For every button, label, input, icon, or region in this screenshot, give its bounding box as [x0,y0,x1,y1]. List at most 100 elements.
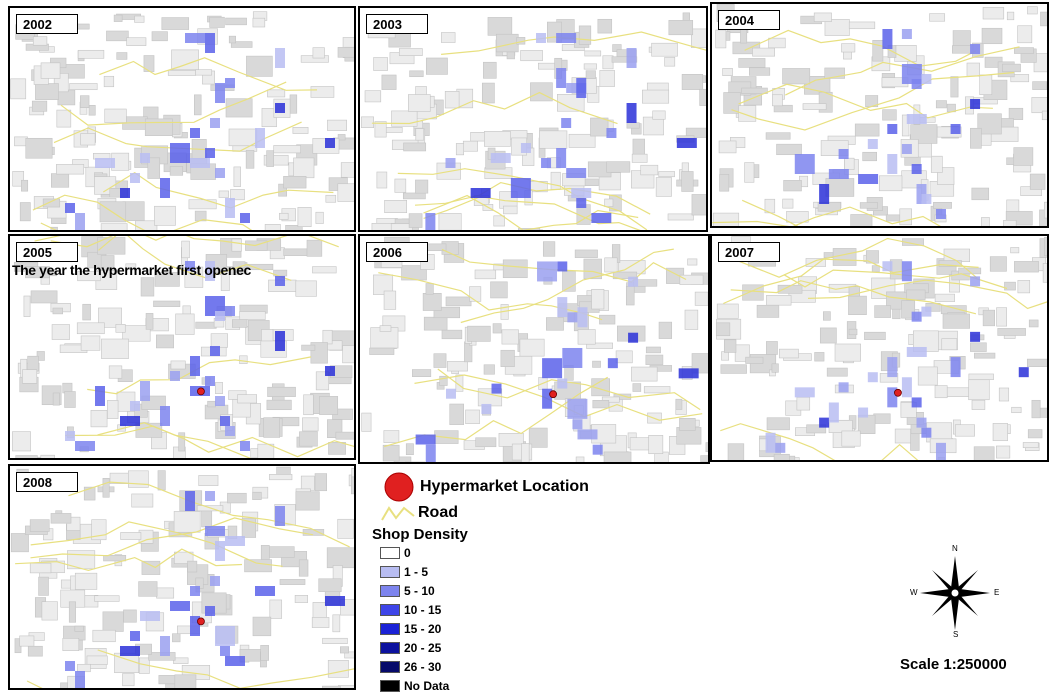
basemap-parcel [705,442,708,453]
basemap-parcel [50,226,58,230]
basemap-parcel [691,194,706,216]
basemap-parcel [938,260,962,267]
basemap-parcel [675,398,683,410]
basemap-parcel [467,325,491,342]
road-line [423,195,641,230]
basemap-parcel [817,202,841,212]
density-cell [566,168,587,178]
density-cell [561,118,572,128]
basemap-parcel [822,311,831,321]
map-panel-2006: 2006 [358,234,710,464]
density-cell [882,261,893,272]
basemap-parcel [935,100,947,109]
road-line [729,237,978,279]
density-cell [828,169,849,179]
basemap-parcel [295,491,320,511]
basemap-parcel [373,274,394,295]
basemap-parcel [603,451,632,462]
basemap-parcel [977,113,1002,135]
year-label: 2004 [718,10,780,30]
year-label: 2007 [718,242,780,262]
basemap-parcel [687,258,698,266]
basemap-parcel [143,55,155,72]
density-cell [140,381,150,401]
basemap-parcel [1040,11,1047,27]
basemap-parcel [652,110,666,120]
basemap-parcel [157,470,166,491]
basemap-parcel [819,327,837,344]
basemap-parcel [302,417,319,432]
basemap-parcel [802,103,827,110]
basemap-parcel [1017,280,1031,294]
basemap-parcel [104,108,127,123]
density-cell [606,128,617,138]
legend-density-class: 5 - 10 [380,584,435,598]
density-cell [205,606,215,616]
basemap-parcel [40,62,61,79]
basemap-parcel [718,140,737,154]
basemap-parcel [910,432,920,451]
basemap-parcel [94,595,120,602]
density-cell [325,366,335,376]
basemap-parcel [474,269,497,280]
legend-road-label: Road [418,504,458,521]
basemap-parcel [283,176,307,189]
basemap-parcel [408,94,431,112]
density-cell [190,586,200,596]
road-line [460,248,674,324]
basemap-parcel [503,205,518,215]
density-cell [819,184,830,204]
density-cell [215,396,225,406]
basemap-parcel [873,413,891,424]
basemap-parcel [655,177,672,197]
legend-class-label: 1 - 5 [404,565,429,579]
basemap-parcel [929,13,946,22]
legend-hypermarket-label: Hypermarket Location [420,478,589,495]
basemap-parcel [77,271,101,282]
basemap-parcel [982,309,995,327]
density-cell [571,188,592,198]
basemap-parcel [756,304,780,318]
basemap-parcel [1026,358,1047,367]
basemap-parcel [76,23,90,30]
road-line [97,422,354,458]
density-cell [225,536,245,546]
legend-swatch [380,642,400,654]
density-cell [190,158,210,168]
basemap-parcel [640,164,659,176]
density-cell [882,29,893,49]
density-cell [911,79,922,89]
basemap-parcel [777,284,803,294]
basemap-parcel [615,350,633,364]
basemap-parcel [771,363,779,373]
basemap-parcel [1004,281,1016,291]
basemap-parcel [574,249,598,258]
basemap-parcel [402,192,426,200]
road-line [371,91,618,125]
basemap-parcel [826,367,848,377]
basemap-parcel [716,303,739,319]
basemap-parcel [433,353,447,368]
density-cell [190,616,200,636]
density-cell [205,148,215,158]
basemap-parcel [738,58,766,68]
density-cell [592,444,603,455]
basemap-parcel [215,382,223,394]
basemap-parcel [80,133,96,146]
basemap-parcel [749,67,771,76]
density-cell [510,178,531,198]
basemap-parcel [327,119,347,131]
north-arrow-compass: N S E W [910,544,1000,639]
road-line [50,236,292,281]
basemap-parcel [172,633,181,643]
basemap-parcel [465,409,480,424]
basemap-parcel [745,356,764,364]
basemap-parcel [901,114,910,137]
basemap-parcel [175,313,195,335]
legend-swatch [380,623,400,635]
basemap-parcel [312,266,337,274]
basemap-parcel [178,432,186,452]
road-line [785,46,1020,96]
basemap-parcel [483,364,495,375]
basemap-parcel [493,215,505,227]
